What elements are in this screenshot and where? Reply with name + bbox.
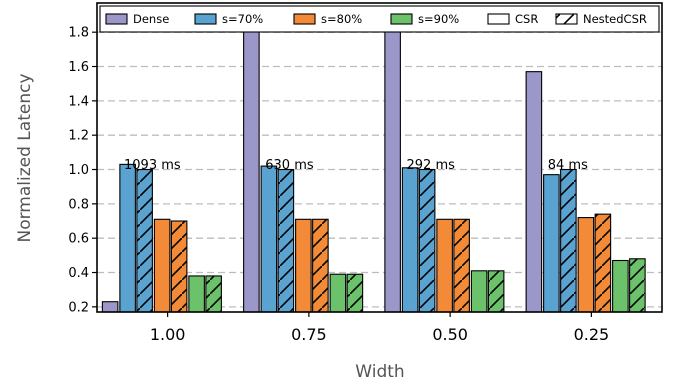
x-tick-label: 0.75 [291,325,327,344]
bar [470,270,488,313]
y-axis-label: Normalized Latency [15,73,35,242]
bar-hatch [347,274,363,312]
y-tick-label: 0.8 [68,197,89,212]
bar [577,217,595,313]
y-tick-label: 1.2 [68,129,89,144]
bar-hatch [595,214,611,312]
x-axis-ticks: 1.00 0.75 0.50 0.25 [150,312,609,344]
x-tick-label: 0.50 [432,325,468,344]
bars [101,17,646,313]
bar-hatch [312,219,329,312]
y-tick-label: 0.2 [68,300,89,315]
latency-annotation: 630 ms [265,158,314,173]
bar [119,163,136,313]
legend-label: Dense [133,12,169,26]
legend-swatch-hatch [556,14,577,24]
x-tick-label: 0.25 [574,325,610,344]
bar-hatch [171,221,187,312]
y-tick-label: 0.4 [68,266,89,281]
x-tick-label: 1.00 [150,325,186,344]
bar [243,17,260,313]
latency-annotation: 84 ms [548,158,588,173]
legend-swatch [390,13,413,25]
legend-label: NestedCSR [583,12,647,26]
bar [436,218,453,313]
bar-hatch [629,258,646,312]
x-axis-label: Width [355,362,404,382]
legend-label: s=80% [321,12,362,26]
legend-label: s=90% [418,12,459,26]
legend: Dense s=70% s=80% s=90% CSR NestedCSR [99,5,660,33]
bar [612,259,629,313]
bar-hatch [419,169,435,312]
y-tick-label: 0.6 [68,232,89,247]
y-tick-label: 1.0 [68,163,89,178]
bar-hatch [453,219,470,312]
bar [401,167,419,313]
bar-hatch [278,169,294,312]
legend-swatch [487,13,510,25]
bar [153,218,171,313]
bar-hatch [560,169,577,312]
bar-hatch [136,169,153,312]
y-tick-label: 1.4 [68,94,89,109]
bar [329,273,347,313]
y-axis-ticks: 0.2 0.4 0.6 0.8 1.0 1.2 1.4 1.6 1.8 [68,26,97,315]
plot-border [96,2,663,313]
bar-hatch [488,270,504,312]
legend-swatch [194,13,217,25]
bar [384,26,401,313]
latency-annotation: 292 ms [407,158,456,173]
bar [101,301,119,313]
legend-label: s=70% [222,12,263,26]
y-tick-label: 1.8 [68,26,89,41]
annotations: 1093 ms 630 ms 292 ms 84 ms [124,158,588,173]
legend-swatch [293,13,316,25]
bar [295,218,312,313]
y-tick-label: 1.6 [68,60,89,75]
plot-frame [96,2,663,313]
bar [260,165,278,313]
bar-hatch [205,275,222,312]
legend-swatch [105,13,128,25]
bar [525,71,543,313]
bar [188,275,205,313]
bar [543,174,560,313]
legend-label: CSR [515,12,538,26]
latency-annotation: 1093 ms [124,158,181,173]
